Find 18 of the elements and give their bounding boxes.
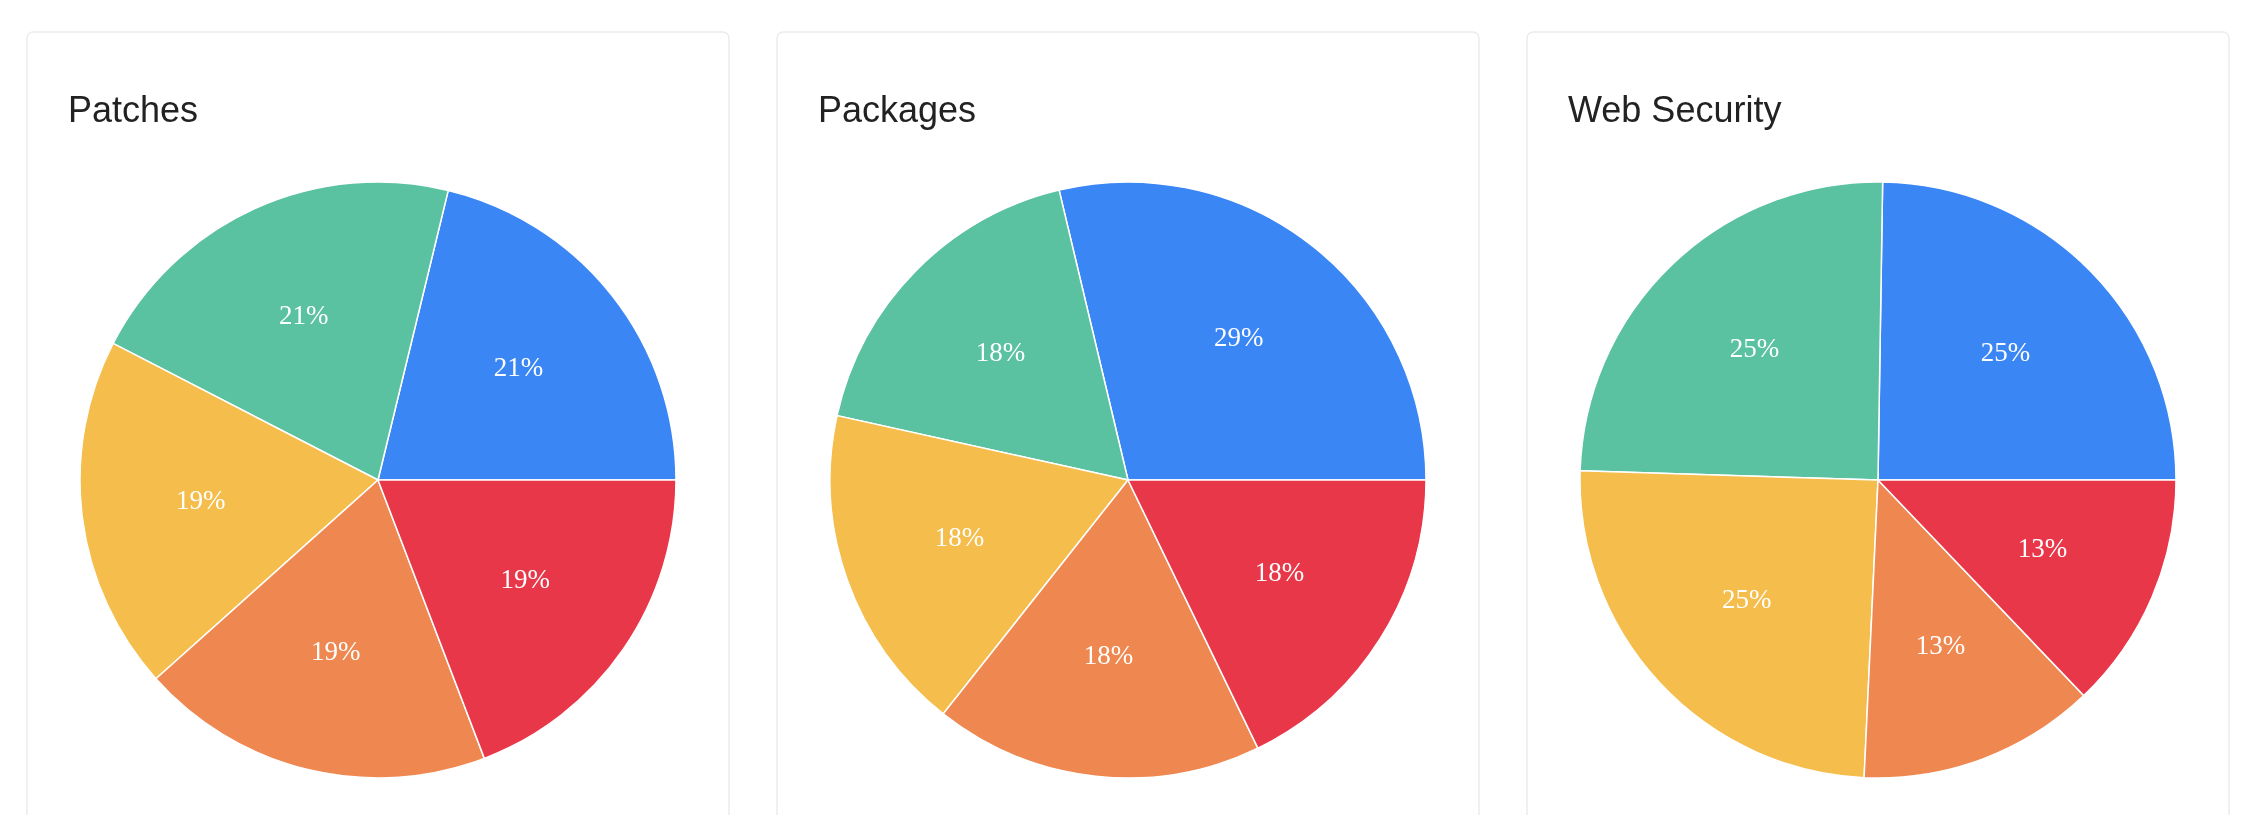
chart-title: Packages (818, 89, 977, 130)
data-label: 19% (175, 484, 226, 515)
data-label: 18% (934, 522, 985, 553)
data-label: 13% (2017, 532, 2068, 563)
data-label: 18% (1254, 557, 1305, 588)
data-label: 18% (1083, 639, 1134, 670)
data-label: 21% (278, 299, 329, 330)
data-label: 13% (1915, 629, 1966, 660)
data-label: 25% (1980, 336, 2031, 367)
data-label: 25% (1722, 583, 1772, 614)
data-label: 18% (975, 336, 1026, 367)
data-label: 21% (493, 351, 544, 382)
chart-title: Web Security (1568, 89, 1782, 130)
data-label: 19% (311, 635, 361, 666)
chart-title: Patches (68, 89, 199, 130)
data-label: 25% (1729, 332, 1780, 363)
data-label: 29% (1214, 321, 1264, 352)
data-label: 19% (500, 563, 551, 594)
